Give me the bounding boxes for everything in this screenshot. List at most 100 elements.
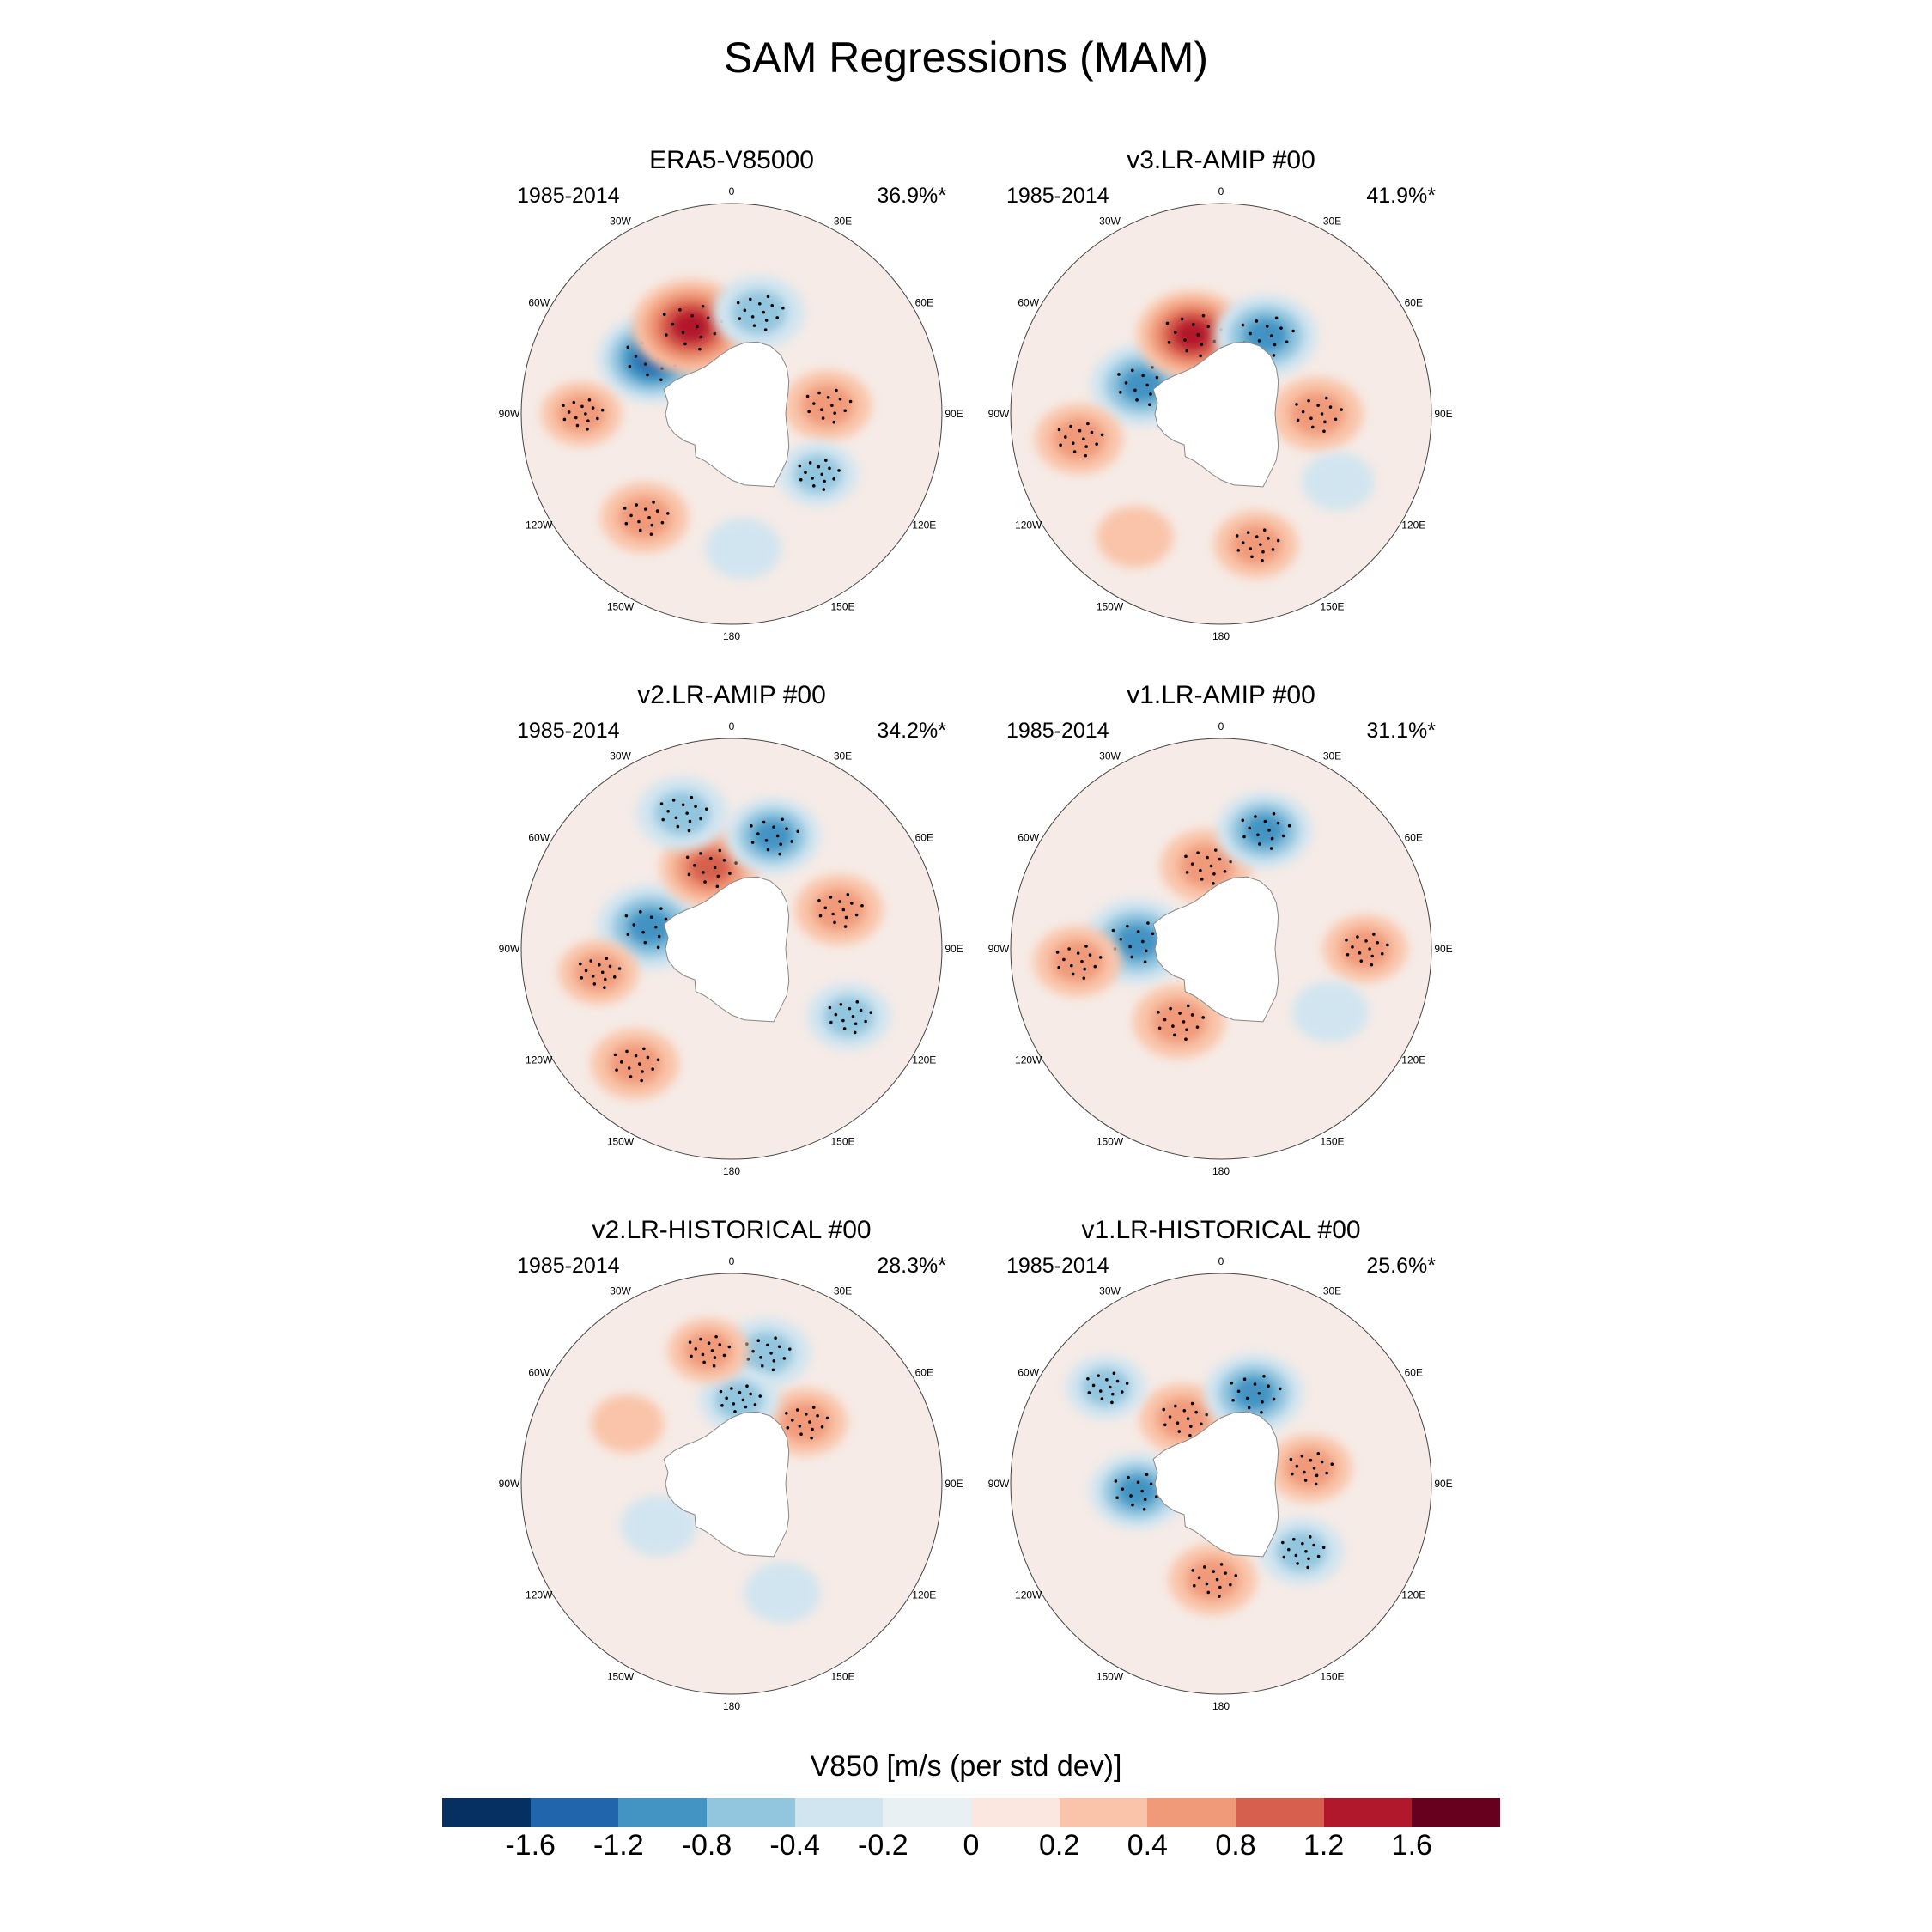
- significance-dot: [710, 1349, 714, 1352]
- significance-dot: [1200, 1422, 1203, 1426]
- significance-dot: [1105, 1378, 1109, 1382]
- anomaly-contour: [1291, 981, 1369, 1043]
- significance-dot: [855, 1000, 860, 1004]
- significance-dot: [600, 408, 605, 412]
- significance-dot: [1224, 1571, 1227, 1575]
- significance-dot: [781, 817, 784, 822]
- significance-dot: [624, 521, 629, 526]
- longitude-label: 180: [723, 630, 740, 642]
- significance-dot: [1110, 1400, 1114, 1405]
- significance-dot: [778, 852, 781, 856]
- significance-dot: [665, 333, 668, 337]
- significance-dot: [1125, 1382, 1129, 1385]
- significance-dot: [1196, 851, 1200, 855]
- anomaly-contour: [574, 952, 623, 992]
- significance-dot: [1322, 429, 1326, 434]
- significance-dot: [1157, 1010, 1160, 1014]
- longitude-label: 60W: [528, 297, 550, 309]
- map-boundary: [520, 203, 943, 625]
- significance-dot: [1265, 325, 1269, 328]
- significance-dot: [781, 306, 785, 310]
- significance-dot: [1321, 1546, 1326, 1549]
- longitude-label: 90E: [1434, 408, 1452, 420]
- longitude-label: 180: [723, 1165, 740, 1177]
- longitude-label: 60E: [1405, 832, 1423, 844]
- significance-dot: [1087, 1391, 1091, 1394]
- significance-dot: [696, 325, 699, 329]
- significance-dot: [615, 1068, 618, 1072]
- significance-dot: [1157, 1026, 1162, 1030]
- significance-dot: [702, 1360, 706, 1364]
- significance-dot: [796, 829, 800, 834]
- significance-dot: [1249, 331, 1252, 336]
- anomaly-contour: [1301, 452, 1375, 511]
- anomaly-contour: [714, 1380, 763, 1419]
- significance-dot: [623, 507, 627, 510]
- significance-dot: [1235, 534, 1239, 538]
- significance-dot: [817, 899, 821, 902]
- significance-dot: [746, 1358, 750, 1361]
- significance-dot: [1091, 1383, 1096, 1388]
- significance-dot: [804, 471, 807, 475]
- significance-dot: [1082, 976, 1086, 980]
- significance-dot: [1086, 1376, 1090, 1381]
- anomaly-contour: [618, 496, 671, 539]
- significance-dot: [698, 347, 702, 351]
- anomaly-contour: [1285, 1448, 1335, 1489]
- significance-dot: [758, 1394, 762, 1398]
- anomaly-contour: [591, 1394, 665, 1453]
- significance-dot: [812, 402, 816, 405]
- antarctica-landmass: [663, 1411, 790, 1558]
- panel-variance: 28.3%*: [877, 1254, 946, 1278]
- significance-dot: [1328, 405, 1333, 409]
- longitude-label: 90E: [945, 943, 963, 955]
- significance-dot: [811, 477, 814, 480]
- significance-dot: [1294, 1553, 1298, 1558]
- significance-dot: [1141, 939, 1145, 944]
- longitude-label: 60W: [1018, 832, 1039, 844]
- significance-dot: [1168, 1415, 1172, 1419]
- significance-dot: [1112, 1371, 1116, 1376]
- colorbar-swatch: [442, 1798, 531, 1827]
- significance-dot: [1190, 1013, 1194, 1017]
- panel-title: v1.LR-AMIP #00: [1127, 681, 1315, 709]
- longitude-label: 120E: [912, 1054, 936, 1066]
- longitude-label: 150W: [1097, 1135, 1124, 1147]
- map-panel: 0 30E 60E 90E 120E 150E 180 150W 120W 90W 60W 30W v…: [988, 681, 1453, 1177]
- longitude-label: 120E: [1401, 519, 1425, 532]
- significance-dot: [637, 519, 641, 524]
- significance-dot: [1121, 1487, 1125, 1491]
- significance-dot: [1257, 339, 1261, 343]
- colorbar-swatch: [1323, 1798, 1413, 1827]
- longitude-label: 150W: [607, 1135, 635, 1147]
- significance-dot: [817, 391, 821, 395]
- significance-dot: [641, 1070, 644, 1073]
- significance-dot: [750, 315, 755, 319]
- significance-dot: [1114, 1479, 1118, 1483]
- significance-dot: [764, 839, 769, 842]
- polar-map: 0 30E 60E 90E 120E 150E 180 150W 120W 90W 60W 30W: [499, 185, 963, 642]
- longitude-label: 150E: [1320, 1670, 1344, 1682]
- significance-dot: [1380, 951, 1384, 956]
- significance-dot: [1185, 871, 1189, 874]
- panel-period: 1985-2014: [517, 1254, 620, 1278]
- longitude-label: 150E: [830, 1670, 854, 1682]
- significance-dot: [1136, 930, 1140, 933]
- significance-dot: [572, 400, 576, 404]
- significance-dot: [584, 412, 587, 416]
- significance-dot: [699, 1337, 702, 1341]
- longitude-label: 90W: [988, 1478, 1010, 1490]
- colorbar-swatch: [883, 1798, 972, 1827]
- anomaly-contour: [688, 850, 732, 885]
- colorbar-ticks: -1.6 -1.2 -0.8 -0.4 -0.2 0 0.2 0.4 0.8 1…: [442, 1829, 1500, 1872]
- significance-dot: [728, 872, 732, 875]
- significance-dot: [829, 1020, 833, 1024]
- significance-dot: [1281, 1540, 1285, 1545]
- significance-dot: [632, 923, 636, 927]
- significance-dot: [1178, 1012, 1182, 1015]
- significance-dot: [1295, 403, 1298, 406]
- map-panel: 0 30E 60E 90E 120E 150E 180 150W 120W 90W 60W 30W v…: [988, 1216, 1453, 1712]
- significance-dot: [1173, 331, 1177, 334]
- significance-dot: [1231, 1398, 1235, 1402]
- significance-dot: [1163, 1018, 1167, 1022]
